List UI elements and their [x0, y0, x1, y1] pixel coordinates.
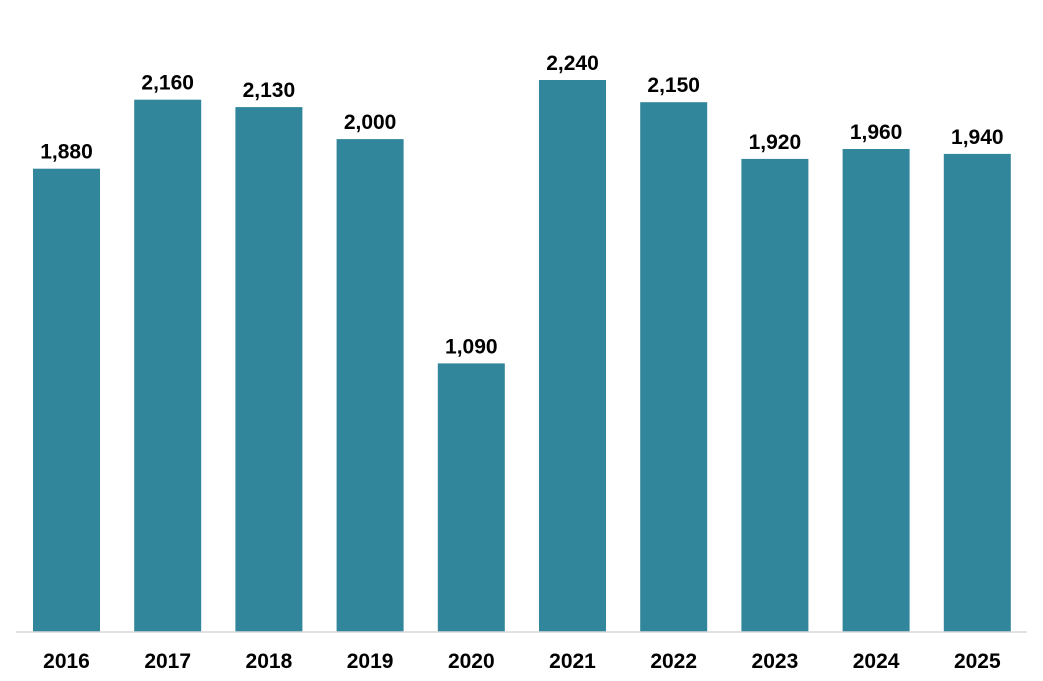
x-axis-tick-labels: 2016 2017 2018 2019 2020 2021 2022 2023 2024 2025	[43, 650, 1001, 673]
bar-2016	[33, 168, 100, 632]
bars-group	[33, 80, 1011, 633]
value-label-2019: 2,000	[344, 111, 397, 134]
bar-2019	[336, 139, 404, 632]
tick-label-2016: 2016	[43, 650, 90, 673]
value-label-2017: 2,160	[141, 72, 194, 95]
tick-label-2020: 2020	[448, 650, 495, 673]
tick-label-2025: 2025	[954, 650, 1001, 673]
tick-label-2017: 2017	[144, 650, 191, 673]
value-label-2025: 1,940	[951, 126, 1004, 149]
bar-2022	[640, 102, 708, 632]
value-label-2021: 2,240	[546, 52, 599, 75]
value-label-2020: 1,090	[445, 335, 498, 358]
value-label-2018: 2,130	[243, 79, 296, 102]
bar-2020	[437, 363, 505, 632]
bar-2025	[943, 153, 1011, 632]
value-label-2016: 1,880	[40, 141, 93, 164]
bar-2018	[235, 107, 303, 633]
value-labels-group: 1,880 2,160 2,130 2,000 1,090 2,240 2,150 1,920…	[40, 52, 1003, 358]
bar-2021	[539, 80, 606, 632]
tick-label-2022: 2022	[650, 650, 697, 673]
tick-label-2023: 2023	[752, 650, 799, 673]
value-label-2022: 2,150	[647, 74, 700, 97]
bar-2023	[741, 158, 809, 632]
tick-label-2019: 2019	[347, 650, 394, 673]
value-label-2024: 1,960	[850, 121, 903, 144]
value-label-2023: 1,920	[749, 131, 802, 154]
bar-2024	[842, 149, 910, 632]
tick-label-2024: 2024	[853, 650, 900, 673]
tick-label-2021: 2021	[549, 650, 596, 673]
tick-label-2018: 2018	[246, 650, 293, 673]
bar-2017	[134, 99, 202, 632]
